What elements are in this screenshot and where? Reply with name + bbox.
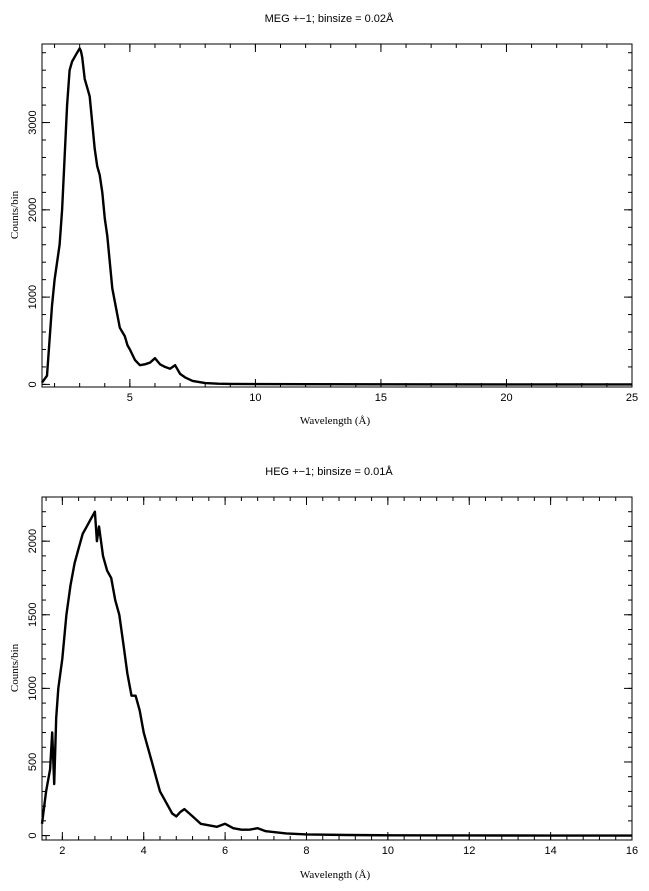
meg-spectrum-line bbox=[41, 47, 632, 386]
heg-x-tick-label: 10 bbox=[382, 845, 394, 857]
meg-x-tick-label: 10 bbox=[249, 392, 261, 404]
heg-y-axis-label: Counts/bin bbox=[9, 643, 21, 692]
heg-y-tick-label: 1000 bbox=[27, 676, 39, 700]
heg-chart-panel: HEG +−1; binsize = 0.01Å 2 4 6 8 10 12 14 16 0 50… bbox=[9, 465, 638, 881]
meg-chart-title: MEG +−1; binsize = 0.02Å bbox=[265, 12, 394, 25]
heg-y-tick-label: 1500 bbox=[27, 603, 39, 627]
meg-x-tick-label: 5 bbox=[127, 392, 133, 404]
meg-tick-marks bbox=[42, 44, 633, 387]
meg-x-axis-label: Wavelength (Å) bbox=[300, 415, 371, 427]
meg-plot-frame bbox=[41, 43, 633, 388]
meg-tick-labels: 5 10 15 20 25 0 1000 2000 3000 bbox=[27, 110, 638, 404]
meg-chart-panel: MEG +−1; binsize = 0.02Å 5 10 15 20 25 0 1000 2… bbox=[9, 12, 638, 427]
heg-x-tick-label: 4 bbox=[141, 845, 147, 857]
meg-y-tick-label: 1000 bbox=[27, 285, 39, 309]
heg-x-tick-label: 6 bbox=[222, 845, 228, 857]
meg-y-axis-label: Counts/bin bbox=[9, 190, 21, 239]
heg-x-tick-label: 8 bbox=[303, 845, 309, 857]
meg-x-tick-label: 25 bbox=[626, 392, 638, 404]
heg-tick-labels: 2 4 6 8 10 12 14 16 0 500 1000 1500 2000 bbox=[27, 529, 638, 857]
heg-y-tick-label: 2000 bbox=[27, 529, 39, 553]
meg-x-tick-label: 20 bbox=[500, 392, 512, 404]
heg-chart-title: HEG +−1; binsize = 0.01Å bbox=[265, 465, 393, 478]
meg-x-tick-label: 15 bbox=[375, 392, 387, 404]
meg-y-tick-label: 3000 bbox=[27, 110, 39, 134]
heg-x-tick-label: 12 bbox=[463, 845, 475, 857]
heg-spectrum-line bbox=[40, 510, 632, 837]
heg-x-axis-label: Wavelength (Å) bbox=[300, 869, 371, 881]
heg-x-tick-label: 14 bbox=[544, 845, 556, 857]
heg-x-tick-label: 16 bbox=[626, 845, 638, 857]
heg-tick-marks bbox=[42, 496, 633, 840]
meg-y-tick-label: 0 bbox=[27, 381, 39, 387]
heg-y-tick-label: 0 bbox=[27, 833, 39, 839]
heg-plot-frame bbox=[41, 496, 633, 841]
heg-y-tick-label: 500 bbox=[27, 753, 39, 771]
meg-y-tick-label: 2000 bbox=[27, 198, 39, 222]
heg-x-tick-label: 2 bbox=[59, 845, 65, 857]
